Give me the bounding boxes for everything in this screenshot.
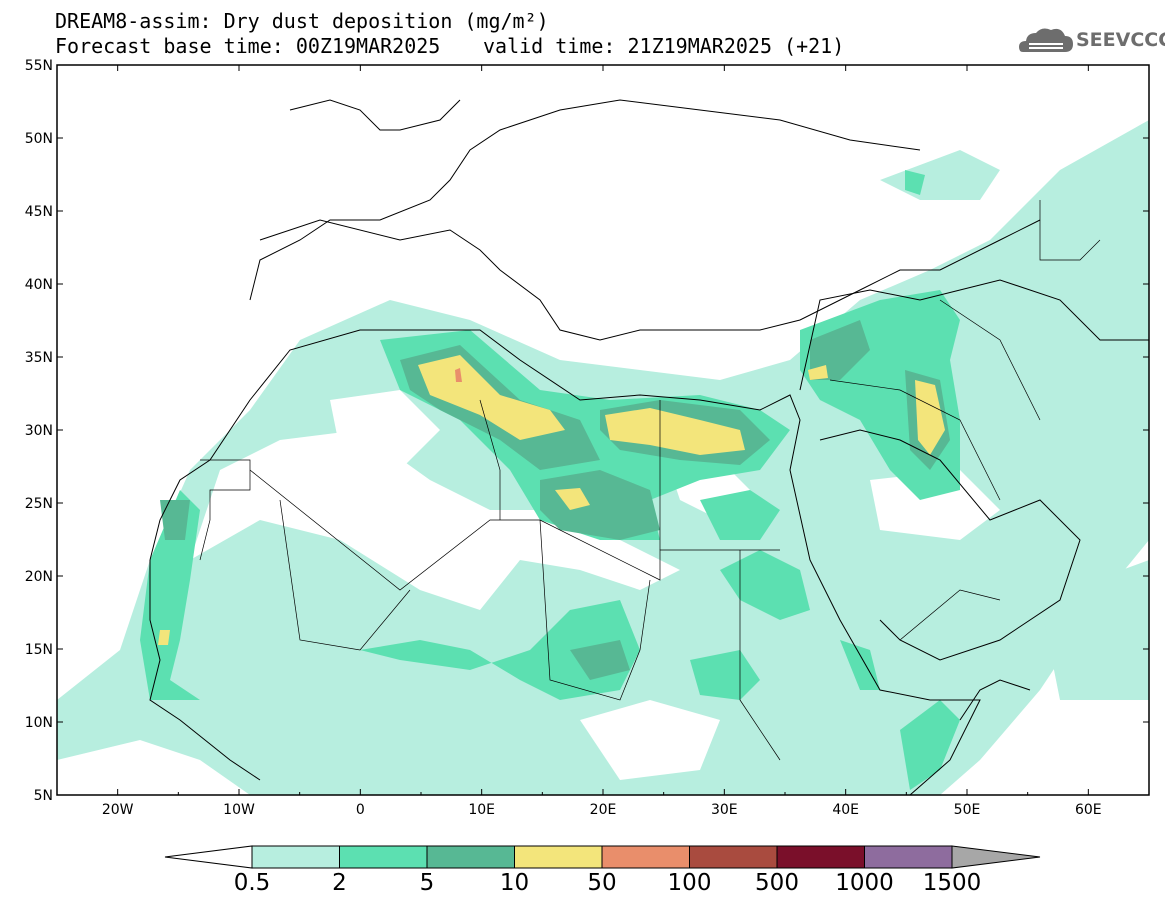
dust-field — [57, 120, 1149, 795]
colorbar-label: 100 — [667, 870, 712, 896]
colorbar-label: 500 — [755, 870, 799, 896]
lon-label: 10W — [223, 802, 255, 818]
colorbar-label: 5 — [419, 870, 435, 896]
colorbar-label: 1000 — [835, 870, 894, 896]
colorbar-box — [426, 845, 515, 869]
lon-label: 20E — [590, 802, 617, 818]
latitude-axis: 5N 10N 15N 20N 25N 30N 35N 40N 45N 50N 55N — [25, 58, 1149, 804]
lat-label: 55N — [25, 58, 53, 74]
valid-time: valid time: 21Z19MAR2025 (+21) — [483, 34, 845, 58]
lat-label: 5N — [34, 788, 53, 804]
colorbar-box — [601, 845, 690, 869]
lon-label: 10E — [468, 802, 495, 818]
lat-label: 35N — [25, 350, 53, 366]
colorbar — [164, 845, 1041, 869]
lat-label: 15N — [25, 642, 53, 658]
lat-label: 40N — [25, 277, 53, 293]
forecast-base-time: Forecast base time: 00Z19MAR2025 — [55, 34, 441, 58]
lat-label: 30N — [25, 423, 53, 439]
colorbar-label: 1500 — [922, 870, 982, 896]
lon-label: 50E — [954, 802, 981, 818]
colorbar-label: 0.5 — [233, 870, 271, 896]
logo-text: SEEVCCC — [1076, 29, 1165, 51]
lat-label: 20N — [25, 569, 53, 585]
lat-label: 50N — [25, 131, 53, 147]
colorbar-over-triangle — [951, 845, 1041, 869]
lat-label: 45N — [25, 204, 53, 220]
colorbar-box — [339, 845, 428, 869]
lon-label: 20W — [102, 802, 134, 818]
colorbar-label: 10 — [499, 870, 530, 896]
lat-label: 10N — [25, 715, 53, 731]
colorbar-box — [251, 845, 340, 869]
coastlines — [149, 99, 1149, 795]
colorbar-box — [689, 845, 778, 869]
lon-label: 0 — [356, 802, 365, 818]
lat-label: 25N — [25, 496, 53, 512]
country-borders — [199, 200, 1101, 761]
colorbar-label: 50 — [587, 870, 617, 896]
lon-label: 30E — [711, 802, 738, 818]
colorbar-box — [514, 845, 603, 869]
colorbar-label: 2 — [332, 870, 347, 896]
dust-level-10 — [418, 355, 565, 440]
colorbar-under-triangle — [164, 845, 253, 869]
lon-label: 40E — [832, 802, 859, 818]
map-title: DREAM8-assim: Dry dust deposition (mg/m²… — [55, 9, 549, 33]
cloud-logo-icon — [1019, 28, 1073, 52]
lon-label: 60E — [1075, 802, 1102, 818]
colorbar-box — [864, 845, 953, 869]
colorbar-box — [776, 845, 865, 869]
longitude-axis: 20W 10W 0 10E 20E 30E 40E 50E 60E — [56, 65, 1150, 818]
